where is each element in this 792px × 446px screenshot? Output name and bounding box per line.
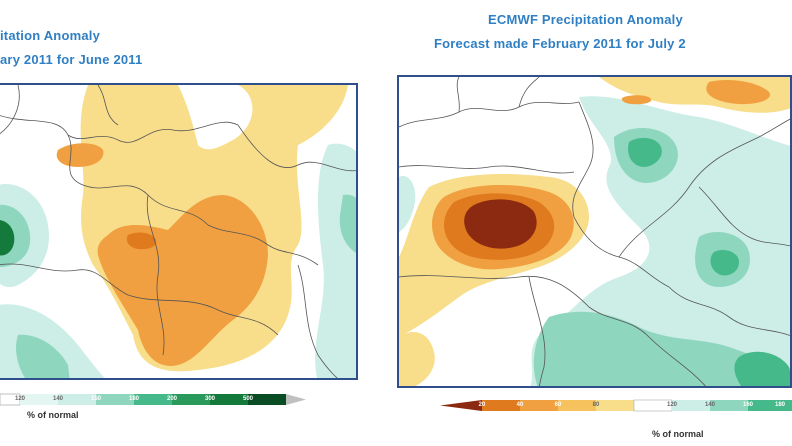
right-legend-unit-label: % of normal: [652, 429, 704, 439]
left-map-title-line2: ary 2011 for June 2011: [0, 52, 143, 67]
right-wet-area-west: [399, 176, 416, 232]
right-map-borders: [399, 77, 790, 386]
right-wet-core-north: [628, 137, 662, 167]
left-map-canvas: [0, 85, 356, 378]
left-legend-tick: 200: [166, 396, 178, 402]
left-map-title-line1: itation Anomaly: [0, 28, 101, 43]
left-legend-tick: 150: [90, 396, 102, 402]
right-dry-small-north: [621, 95, 652, 105]
left-legend-tick: 120: [14, 396, 26, 402]
left-legend-tick: 180: [128, 396, 140, 402]
right-legend-tick: 120: [666, 402, 678, 408]
right-legend-tick: 40: [516, 402, 524, 408]
right-map-title-line2: Forecast made February 2011 for July 2: [434, 36, 686, 51]
right-map-canvas: [399, 77, 790, 386]
left-wet-area-east-mid: [339, 194, 356, 253]
right-dry-core-north: [706, 80, 770, 105]
right-legend-tick: 180: [774, 402, 786, 408]
right-legend-tick: 80: [592, 402, 600, 408]
left-precipitation-map: [0, 83, 358, 380]
right-dry-core-extreme: [464, 199, 537, 249]
left-wet-area-east: [315, 143, 356, 378]
left-dry-area-small: [56, 143, 104, 167]
left-dry-core-small: [126, 232, 157, 250]
right-wet-core-southeast: [734, 351, 790, 386]
left-legend-tick: 500: [242, 396, 254, 402]
left-legend-colorbar: [0, 393, 306, 406]
left-legend-unit-label: % of normal: [27, 410, 79, 420]
right-wet-core-mid: [710, 250, 739, 276]
left-wet-area-southwest-mid: [16, 334, 70, 378]
left-map-borders: [0, 85, 356, 378]
right-legend-colorbar: [440, 399, 792, 412]
left-legend-tick: 300: [204, 396, 216, 402]
left-legend-tick: 140: [52, 396, 64, 402]
right-dry-area-southwest: [399, 332, 435, 386]
right-map-title-line1: ECMWF Precipitation Anomaly: [488, 12, 683, 27]
left-wet-core-west: [0, 220, 15, 256]
right-legend-tick: 160: [742, 402, 754, 408]
right-legend-tick: 60: [554, 402, 562, 408]
right-legend-tick: 140: [704, 402, 716, 408]
right-legend-tick: 20: [478, 402, 486, 408]
right-precipitation-map: [397, 75, 792, 388]
